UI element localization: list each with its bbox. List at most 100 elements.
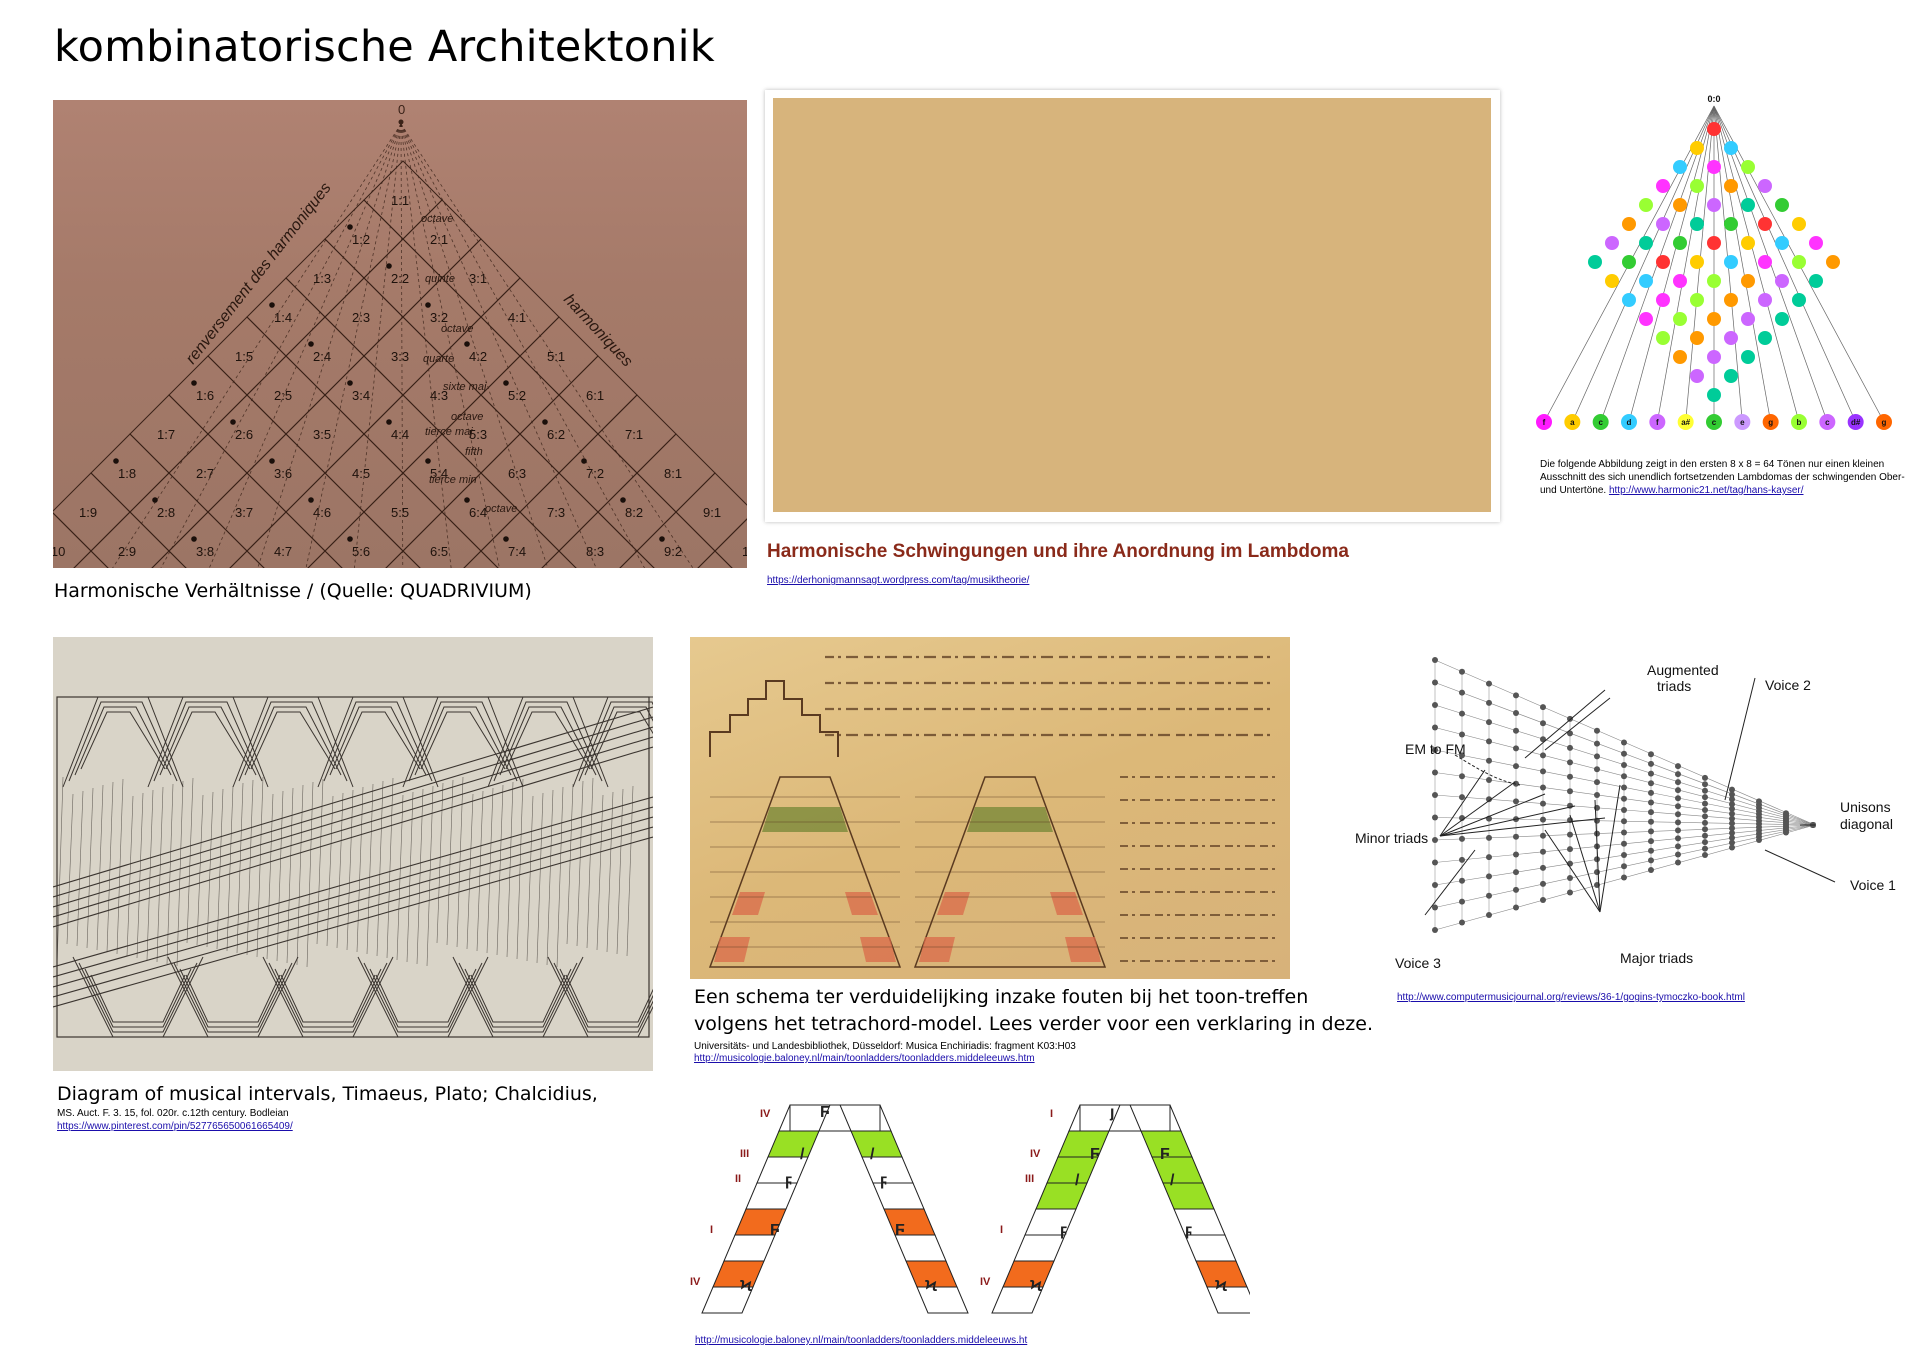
- ladder-cell: [723, 1234, 776, 1262]
- ladder-cell: [916, 1286, 969, 1314]
- script-column: [376, 780, 384, 957]
- lattice-node: [1702, 781, 1708, 788]
- label-line: [1544, 829, 1601, 913]
- enchiriadis-link[interactable]: http://musicologie.baloney.nl/main/toonl…: [694, 1053, 1035, 1064]
- script-column: [496, 784, 504, 956]
- interval-annotation: quarte: [423, 353, 454, 365]
- lattice-node: [1459, 856, 1465, 863]
- ratio-label: 1:10: [53, 544, 65, 559]
- script-column: [156, 786, 164, 963]
- lattice-node: [1702, 813, 1708, 820]
- dashed-ray: [400, 123, 597, 568]
- script-column: [366, 783, 374, 955]
- ladder-symbol: Ϟ: [1215, 1278, 1227, 1295]
- script-column: [196, 794, 204, 946]
- kayser-node: [1605, 274, 1619, 288]
- kayser-node: [1809, 236, 1823, 250]
- kayser-text: Die folgende Abbildung zeigt in den erst…: [1540, 458, 1910, 497]
- ratio-cell: [480, 511, 560, 568]
- kayser-line: [1713, 105, 1856, 423]
- lattice-node: [1567, 773, 1573, 780]
- script-column: [486, 787, 494, 954]
- label-em-fm: EM to FM: [1405, 741, 1466, 757]
- kayser-note-circle: [1819, 414, 1836, 430]
- lattice-node: [1729, 839, 1735, 846]
- script-column: [106, 781, 114, 953]
- lambdoma-link[interactable]: https://derhonigmannsagt.wordpress.com/t…: [767, 575, 1030, 586]
- dot: [191, 536, 197, 542]
- script-column: [316, 778, 324, 945]
- kayser-node: [1622, 293, 1636, 307]
- lattice-node: [1729, 801, 1735, 808]
- ratio-label: 1:3: [313, 271, 331, 286]
- kayser-node: [1622, 255, 1636, 269]
- orange-band: [937, 892, 970, 915]
- timaeus-link[interactable]: https://www.pinterest.com/pin/5277656500…: [57, 1121, 293, 1132]
- ratio-cell: [53, 512, 92, 568]
- lattice-node: [1729, 791, 1735, 798]
- ladder-cell: [712, 1260, 765, 1288]
- zigzag-frame: [458, 962, 578, 1033]
- lattice-node: [1729, 805, 1735, 812]
- ratio-label: 2:9: [118, 544, 136, 559]
- lattice-node: [1675, 859, 1681, 866]
- kayser-node: [1707, 388, 1721, 402]
- dot: [347, 380, 353, 386]
- quadrivium-diagram: 01:11:22:11:32:23:11:42:33:24:11:52:43:3…: [53, 102, 747, 568]
- lattice-node: [1702, 787, 1708, 794]
- ladder-symbol: ϝ: [1185, 1222, 1192, 1239]
- ratio-label: 5:2: [508, 388, 526, 403]
- kayser-note-label: a: [1570, 418, 1575, 427]
- lattice-node: [1459, 773, 1465, 780]
- dot: [308, 497, 314, 503]
- ladders-image: IV III II I IV Ϝ / ϝ Ϝ Ϟ / ϝ Ϝ Ϟ I IV III I IV ȷ Ϝ / ϝ Ϟ Ϝ / ϝ Ϟ: [690, 1095, 1250, 1325]
- kayser-node: [1809, 274, 1823, 288]
- lattice-node: [1621, 762, 1627, 768]
- orange-band: [860, 937, 896, 962]
- lattice-node: [1648, 838, 1654, 845]
- kayser-note-circle: [1847, 414, 1864, 430]
- script-column: [446, 779, 454, 946]
- kayser-node: [1724, 293, 1738, 307]
- zigzag-frame: [363, 962, 483, 1033]
- script-column: [166, 783, 174, 965]
- script-column: [96, 784, 104, 951]
- lattice-node: [1621, 818, 1627, 825]
- ratio-label: 8:3: [586, 544, 604, 559]
- interval-annotation: octave: [451, 411, 483, 423]
- lattice-node: [1567, 744, 1573, 751]
- kayser-node: [1707, 350, 1721, 364]
- lattice-node: [1702, 832, 1708, 839]
- script-column: [286, 787, 294, 964]
- interval-annotation: tierce maj: [425, 426, 473, 438]
- lattice-node: [1648, 828, 1654, 835]
- ladders-link[interactable]: http://musicologie.baloney.nl/main/toonl…: [695, 1335, 1028, 1346]
- orange-band: [1050, 892, 1083, 915]
- dashed-ray: [353, 123, 402, 568]
- timaeus-image: [53, 637, 653, 1071]
- kayser-node: [1673, 236, 1687, 250]
- kayser-link[interactable]: http://www.harmonic21.net/tag/hans-kayse…: [1608, 485, 1804, 496]
- ladder-cell: [1206, 1286, 1250, 1314]
- lattice-node: [1540, 704, 1546, 711]
- zigzag-frame: [159, 706, 257, 776]
- kayser-node: [1690, 293, 1704, 307]
- zigzag-frame: [470, 974, 566, 1023]
- dot: [620, 497, 626, 503]
- label-augmented-line2: triads: [1657, 678, 1691, 694]
- script-column: [426, 785, 434, 967]
- kayser-node: [1656, 179, 1670, 193]
- lattice-node: [1540, 880, 1546, 887]
- zigzag-frame: [78, 962, 198, 1033]
- lattice-node: [1621, 852, 1627, 858]
- tymoczko-link[interactable]: http://www.computermusicjournal.org/revi…: [1397, 992, 1745, 1003]
- script-column: [386, 777, 394, 959]
- script-column: [346, 789, 354, 951]
- lattice-node: [1513, 886, 1519, 893]
- lattice-node: [1486, 777, 1492, 783]
- ratio-label: 4:5: [352, 466, 370, 481]
- ladder-cell: [1057, 1130, 1110, 1158]
- label-augmented-line1: Augmented: [1647, 662, 1719, 678]
- lattice-node: [1594, 869, 1600, 876]
- ratio-label: 2:3: [352, 310, 370, 325]
